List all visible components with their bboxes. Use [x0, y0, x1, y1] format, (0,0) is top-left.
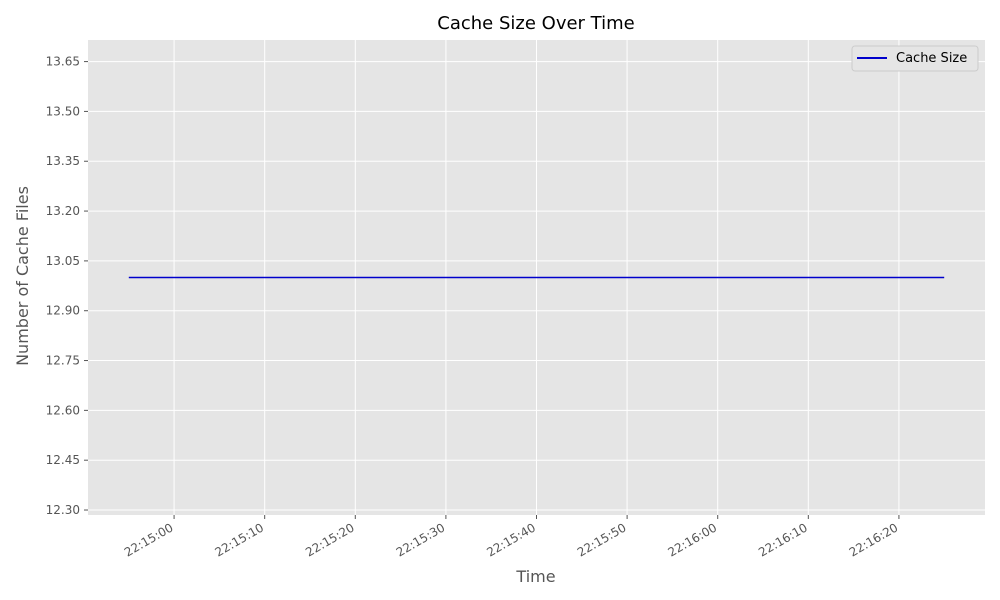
- legend-box: [851, 45, 979, 72]
- x-tick-label: 22:15:20: [303, 520, 357, 559]
- x-tick-label: 22:15:10: [212, 520, 266, 559]
- y-tick-label: 12.75: [46, 354, 80, 368]
- y-tick-label: 12.30: [46, 503, 80, 517]
- chart-title: Cache Size Over Time: [437, 13, 634, 34]
- x-tick-label: 22:16:20: [847, 520, 901, 559]
- x-tick-label: 22:15:00: [122, 520, 176, 559]
- y-tick-label: 12.90: [46, 304, 80, 318]
- legend-label-cache-size: Cache Size: [896, 51, 967, 66]
- x-axis: 22:15:00 22:15:10 22:15:20 22:15:30 22:15:40…: [122, 515, 901, 560]
- legend: Cache Size: [851, 45, 979, 72]
- y-tick-label: 13.20: [46, 204, 80, 218]
- x-tick-label: 22:16:10: [756, 520, 810, 559]
- y-axis-title: Number of Cache Files: [13, 186, 32, 366]
- x-tick-label: 22:16:00: [666, 520, 720, 559]
- y-tick-label: 12.60: [46, 403, 80, 417]
- y-axis: 12.30 12.45 12.60 12.75 12.90 13.05 13.20 13.35…: [46, 55, 88, 517]
- x-tick-label: 22:15:30: [394, 520, 448, 559]
- y-tick-label: 13.05: [46, 254, 80, 268]
- y-tick-label: 13.50: [46, 104, 80, 118]
- y-tick-label: 13.35: [46, 154, 80, 168]
- x-axis-title: Time: [515, 567, 555, 586]
- x-tick-label: 22:15:40: [484, 520, 538, 559]
- x-tick-label: 22:15:50: [575, 520, 629, 559]
- y-tick-label: 12.45: [46, 453, 80, 467]
- y-tick-label: 13.65: [46, 55, 80, 69]
